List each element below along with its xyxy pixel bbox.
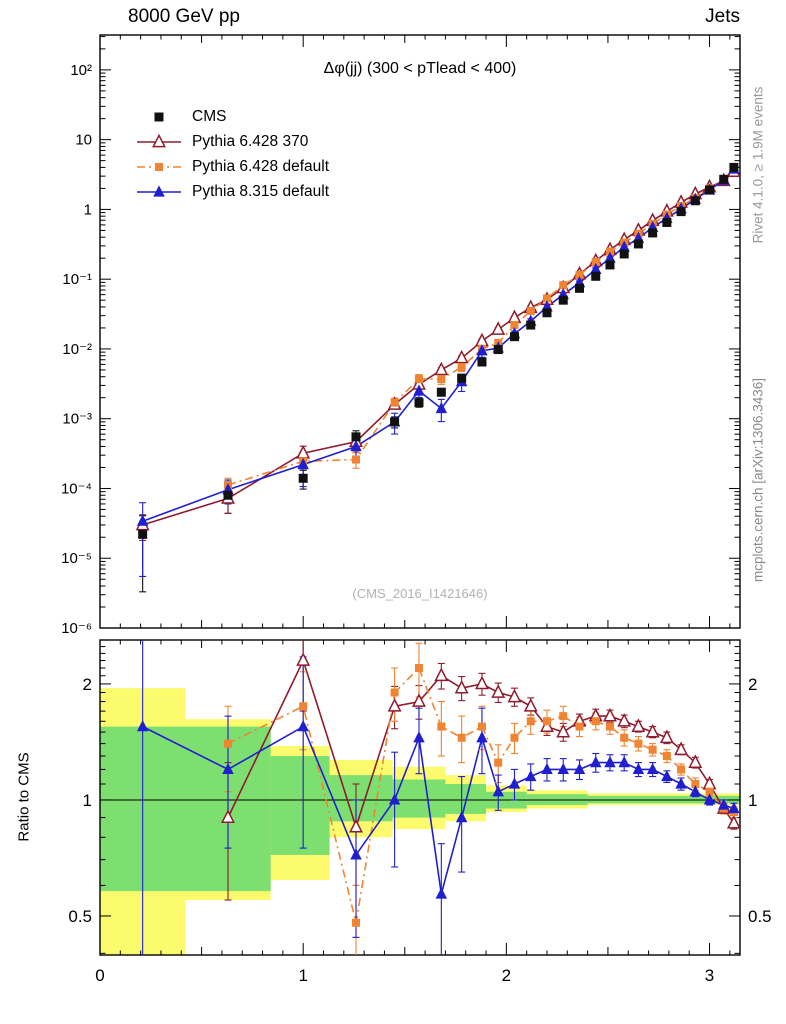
rivet-version-caption: Rivet 4.1.0, ≥ 1.9M events: [750, 86, 766, 244]
svg-text:0.5: 0.5: [748, 907, 772, 926]
svg-text:10⁻⁵: 10⁻⁵: [61, 550, 92, 567]
svg-text:1: 1: [84, 201, 92, 218]
legend-marker-cms-icon: [154, 112, 164, 121]
svg-text:2: 2: [502, 966, 511, 985]
svg-text:1: 1: [83, 791, 92, 810]
plot-title: Δφ(jj) (300 < pTlead < 400): [323, 60, 517, 77]
svg-text:3: 3: [705, 966, 714, 985]
legend-marker-pythia6-370-icon: [137, 133, 181, 147]
analysis-group-label: Jets: [705, 6, 740, 27]
legend-label: Pythia 6.428 default: [192, 157, 330, 175]
mcplots-arxiv-caption: mcplots.cern.ch [arXiv:1306.3436]: [750, 377, 766, 583]
svg-text:1: 1: [298, 966, 307, 985]
legend: CMS Pythia 6.428 370 Pythia 6.428 defaul…: [136, 104, 329, 204]
analysis-id-watermark: (CMS_2016_I1421646): [352, 586, 488, 601]
svg-text:10²: 10²: [70, 62, 92, 79]
svg-text:10⁻⁶: 10⁻⁶: [61, 620, 92, 637]
svg-text:10⁻¹: 10⁻¹: [62, 271, 92, 288]
legend-item-pythia6-default: Pythia 6.428 default: [136, 154, 329, 179]
legend-label: Pythia 8.315 default: [192, 182, 330, 200]
svg-text:10⁻⁴: 10⁻⁴: [61, 480, 92, 497]
svg-text:1: 1: [748, 791, 757, 810]
beam-energy-label: 8000 GeV pp: [128, 6, 240, 27]
svg-text:10⁻³: 10⁻³: [62, 411, 92, 428]
svg-text:10: 10: [75, 132, 92, 149]
svg-text:10⁻²: 10⁻²: [62, 341, 92, 358]
svg-text:0.5: 0.5: [68, 907, 92, 926]
legend-marker-pythia6-default-icon: [137, 162, 181, 171]
svg-text:2: 2: [83, 675, 92, 694]
legend-label: CMS: [192, 107, 227, 125]
svg-text:0: 0: [95, 966, 104, 985]
legend-label: Pythia 6.428 370: [192, 132, 309, 150]
legend-item-pythia8-default: Pythia 8.315 default: [136, 179, 329, 204]
ratio-axis-label: Ratio to CMS: [15, 752, 33, 842]
legend-item-cms: CMS: [136, 104, 329, 129]
legend-item-pythia6-370: Pythia 6.428 370: [136, 129, 329, 154]
legend-marker-pythia8-default-icon: [137, 184, 181, 197]
svg-text:2: 2: [748, 675, 757, 694]
